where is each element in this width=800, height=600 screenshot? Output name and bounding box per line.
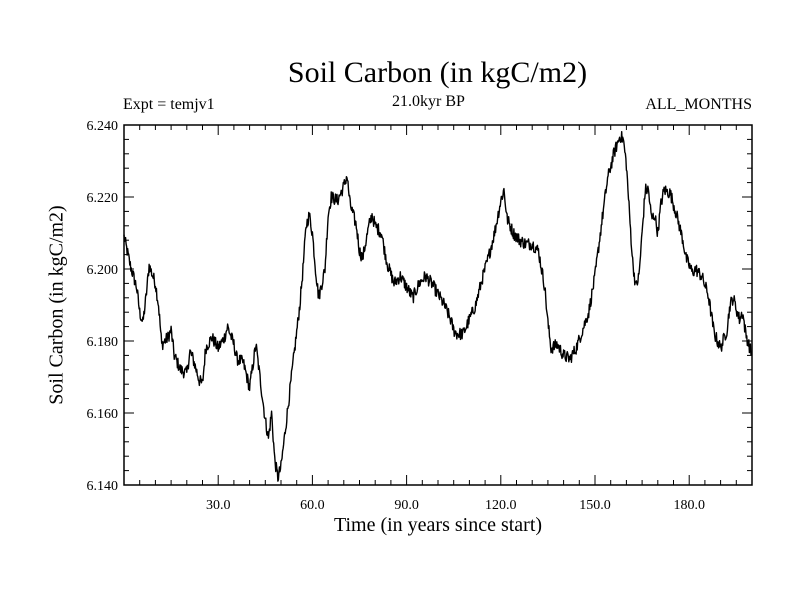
tick-layer	[124, 125, 752, 485]
x-tick-label: 90.0	[394, 498, 419, 513]
y-tick-label: 6.200	[87, 263, 119, 278]
y-tick-label: 6.140	[87, 479, 119, 494]
series-layer	[123, 130, 753, 482]
x-tick-label: 60.0	[300, 498, 325, 513]
chart-subtitle: 21.0kyr BP	[392, 93, 465, 110]
series-line	[123, 130, 753, 482]
chart-title: Soil Carbon (in kgC/m2)	[287, 56, 588, 89]
months-label: ALL_MONTHS	[645, 96, 752, 113]
y-tick-label: 6.180	[87, 335, 119, 350]
y-tick-label: 6.240	[87, 119, 119, 134]
x-tick-label: 120.0	[485, 498, 517, 513]
x-tick-label: 150.0	[579, 498, 611, 513]
x-tick-label: 30.0	[206, 498, 231, 513]
x-tick-label: 180.0	[673, 498, 705, 513]
tick-label-layer: 30.0 60.0 90.0 120.0 150.0 180.0 6.140 6.160 6.1…	[87, 119, 705, 513]
plot-frame	[123, 124, 753, 486]
y-tick-label: 6.220	[87, 191, 119, 206]
experiment-label: Expt = temjv1	[123, 96, 215, 113]
y-tick-label: 6.160	[87, 407, 119, 422]
x-axis-label: Time (in years since start)	[333, 514, 543, 536]
